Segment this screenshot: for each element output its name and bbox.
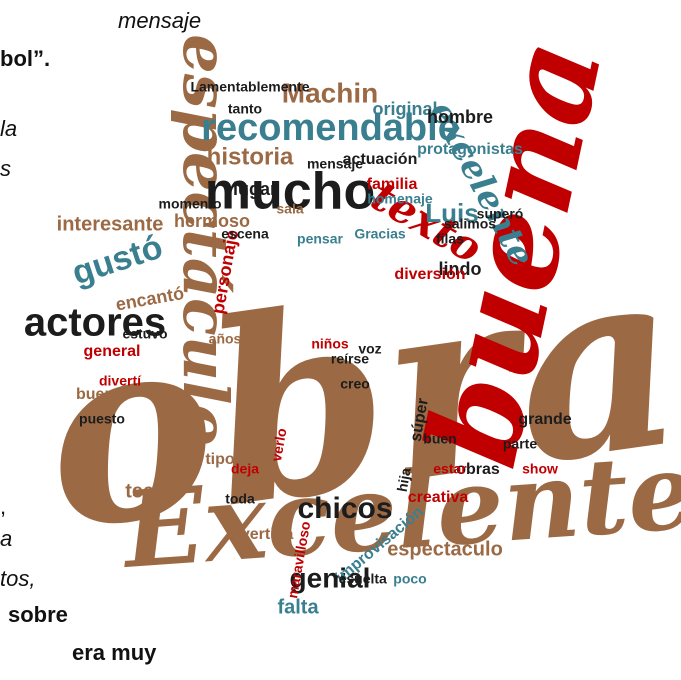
word: tipo — [205, 451, 235, 468]
word: estuvo — [122, 326, 167, 342]
word: reírse — [331, 351, 369, 367]
word: lugar — [233, 179, 277, 199]
word: Lamentablemente — [190, 79, 309, 95]
word: hombre — [427, 107, 493, 127]
word: obras — [456, 461, 500, 478]
word: homenaje — [367, 191, 433, 207]
word: actuación — [343, 151, 418, 168]
side-text: tos, — [0, 566, 35, 591]
cloud-shape — [105, 40, 681, 640]
word: mucho — [205, 163, 375, 221]
side-text: era muy — [72, 640, 157, 665]
side-text: , — [0, 494, 6, 519]
word: escena — [221, 226, 269, 242]
word: falta — [277, 596, 319, 618]
word: voz — [358, 341, 381, 357]
word: hermoso — [174, 211, 250, 231]
word: mensaje — [307, 156, 363, 172]
word: Luis — [425, 198, 478, 228]
word: genial — [290, 562, 371, 593]
word: general — [84, 343, 141, 360]
word: Gracias — [354, 226, 406, 242]
word: grande — [518, 411, 571, 428]
word: lindo — [439, 259, 482, 279]
word: resuelta — [333, 571, 387, 587]
side-text: bol”. — [0, 46, 50, 71]
word: sala — [276, 201, 303, 217]
word: divertida — [227, 526, 294, 543]
word: hija — [394, 466, 414, 493]
word: divertí — [99, 373, 142, 389]
side-text: a — [0, 526, 12, 551]
word: estar — [433, 461, 467, 477]
word: puesto — [79, 411, 125, 427]
word: protagonistas — [417, 141, 523, 158]
word: toda — [225, 491, 255, 507]
side-text: la — [0, 116, 17, 141]
word: teatro — [125, 480, 181, 502]
side-text: mensaje — [118, 8, 201, 33]
word: Machin — [282, 77, 378, 108]
word: diversión — [394, 266, 465, 283]
side-text: sobre — [8, 602, 68, 627]
word: superó — [477, 206, 524, 222]
word: espectaculo — [387, 538, 503, 560]
word: actores — [24, 301, 166, 345]
word: momento — [159, 196, 222, 212]
word: creo — [340, 376, 370, 392]
word: deja — [231, 461, 259, 477]
word: historia — [207, 143, 294, 170]
word: niños — [311, 336, 349, 352]
word: interesante — [57, 213, 164, 235]
word: poco — [393, 571, 426, 587]
word: años — [209, 331, 242, 347]
word: espectáculo — [169, 34, 242, 445]
word: verlo — [268, 427, 290, 463]
word: show — [522, 461, 558, 477]
word: tanto — [228, 101, 262, 117]
word: pensar — [297, 231, 343, 247]
word: filas — [436, 231, 464, 247]
word: bueno — [76, 386, 124, 403]
word: familia — [367, 176, 418, 193]
word: chicos — [297, 492, 392, 525]
word: creativa — [408, 489, 469, 506]
word: original — [372, 99, 437, 119]
side-text: s — [0, 156, 11, 181]
word: parte — [503, 436, 537, 452]
word: recomendable — [201, 107, 459, 149]
word: buen — [423, 431, 456, 447]
word: salimos — [444, 216, 496, 232]
